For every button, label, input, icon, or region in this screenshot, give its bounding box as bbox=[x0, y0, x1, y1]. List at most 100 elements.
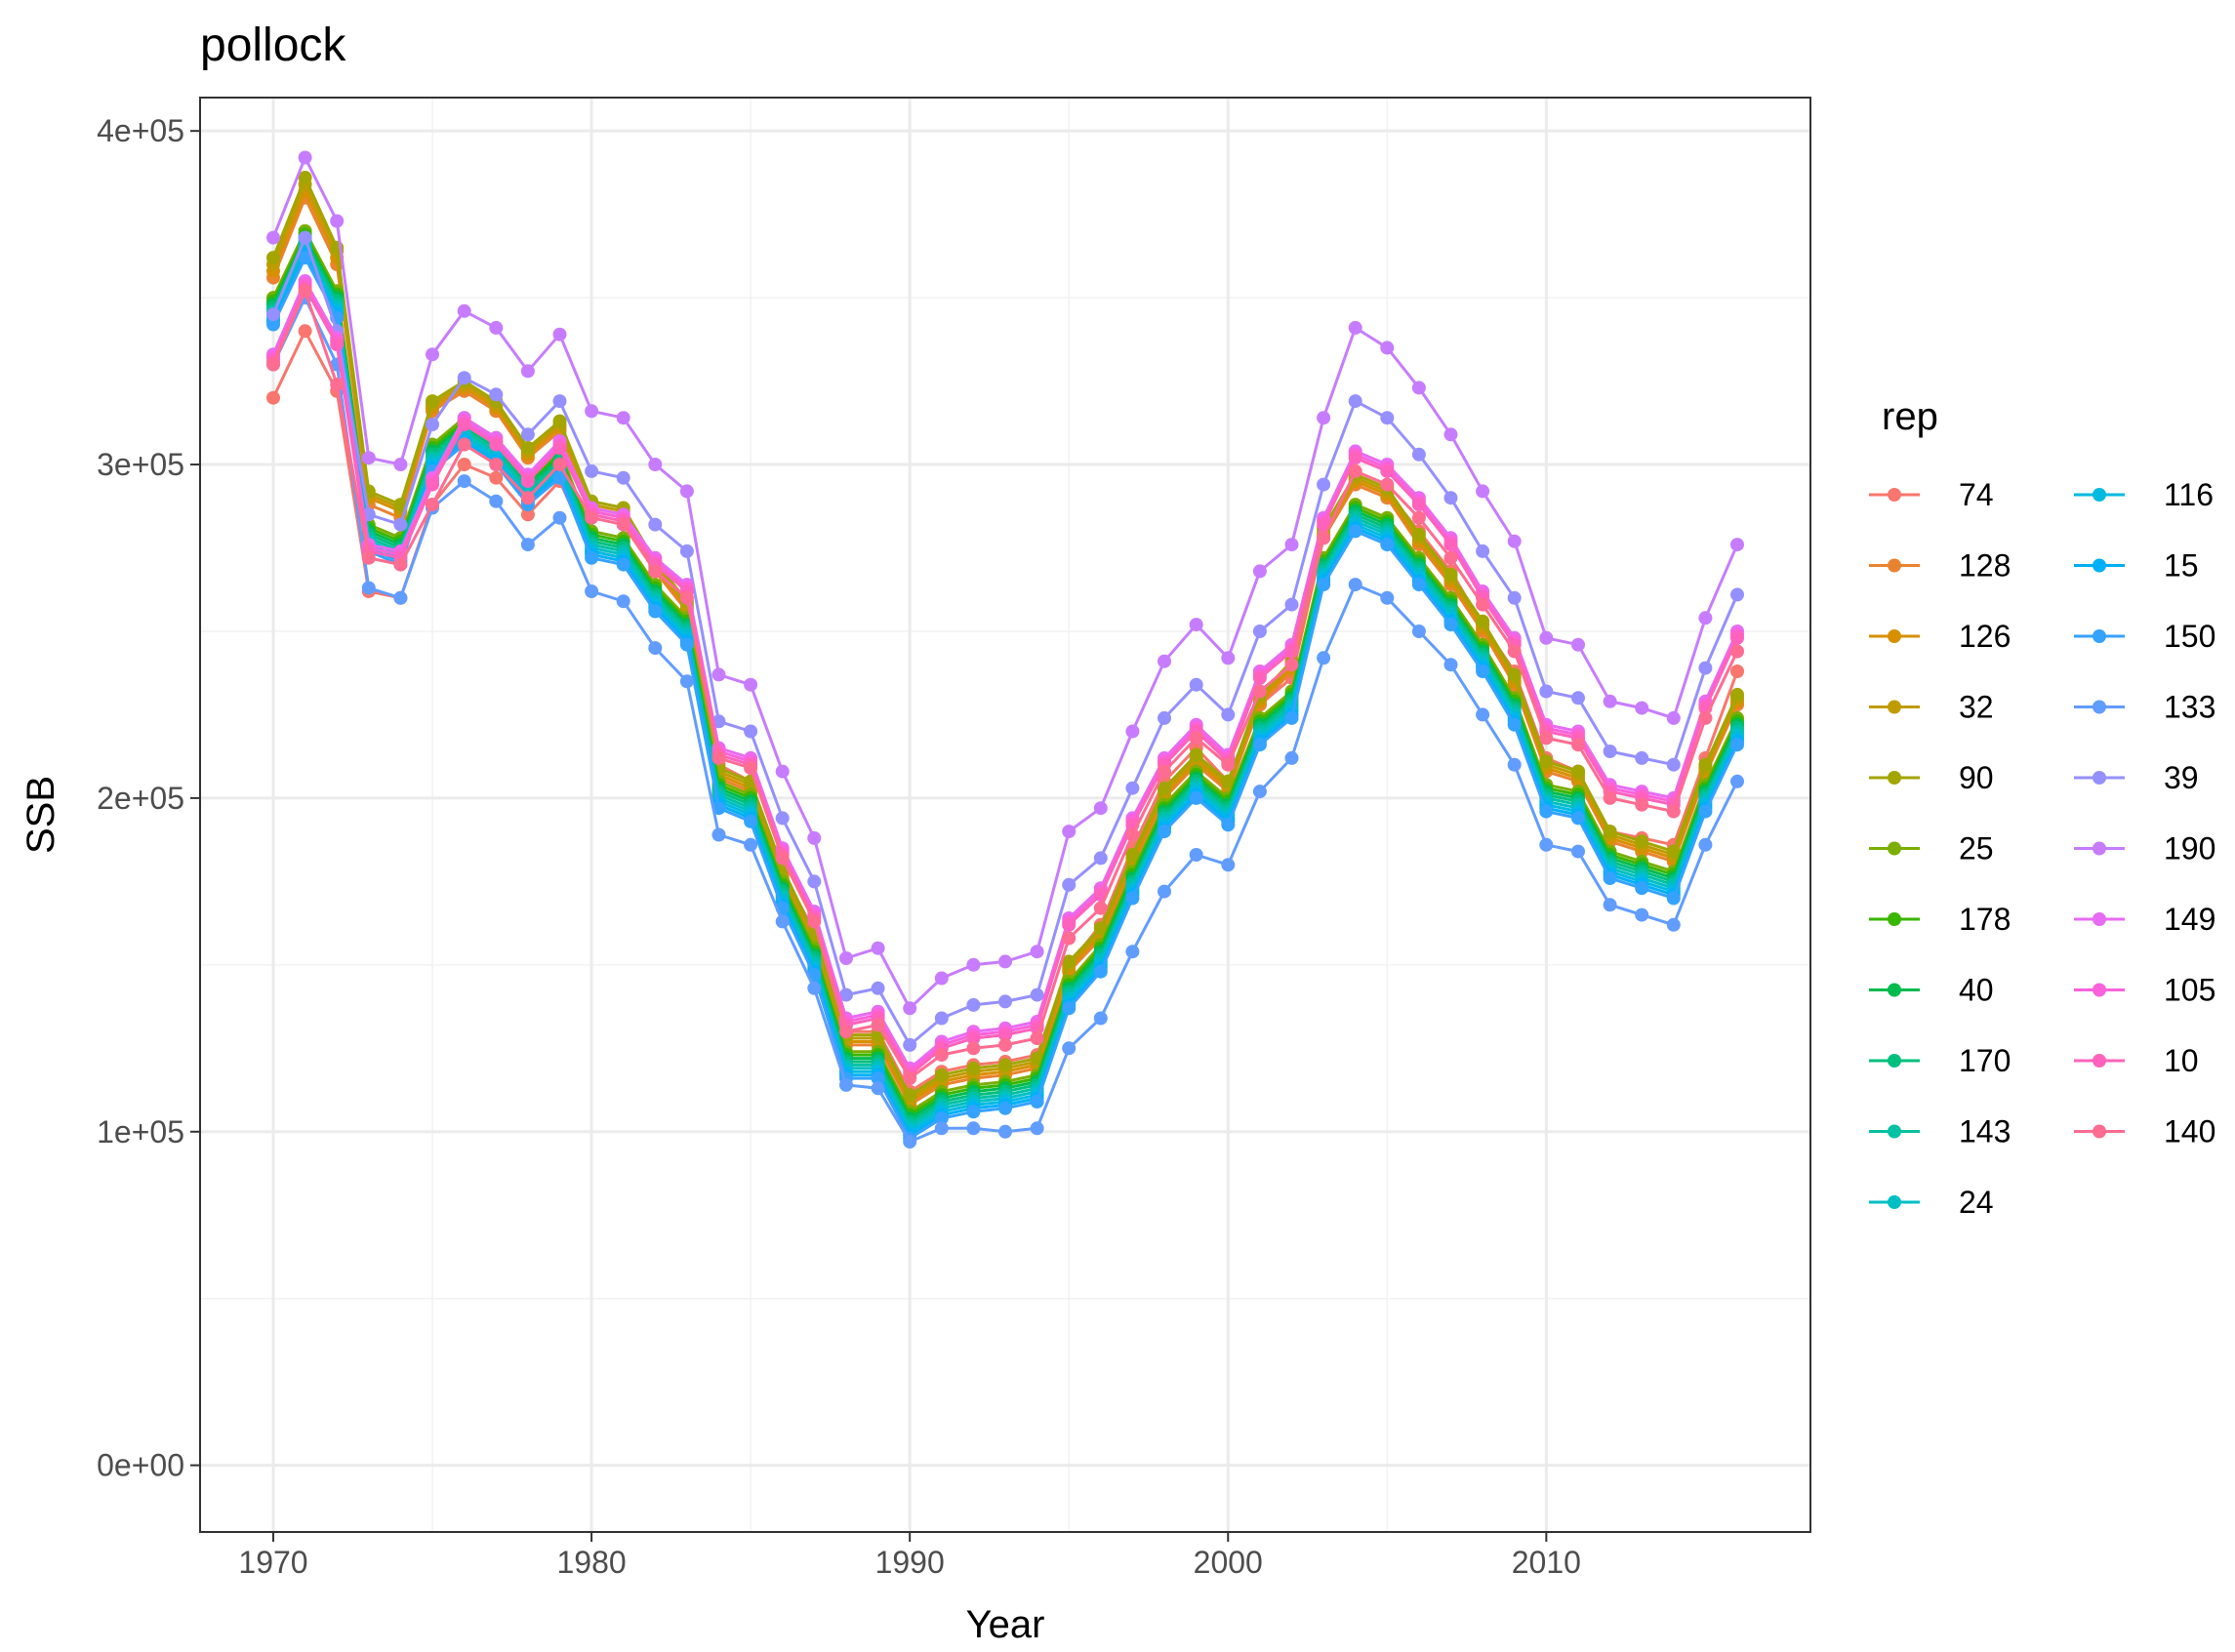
x-axis-title: Year bbox=[966, 1603, 1045, 1646]
data-point bbox=[1508, 718, 1522, 732]
data-point bbox=[299, 284, 312, 298]
data-point bbox=[266, 307, 280, 321]
legend-label: 39 bbox=[2164, 760, 2199, 795]
data-point bbox=[1349, 321, 1362, 335]
data-point bbox=[1730, 538, 1744, 551]
data-point bbox=[1444, 427, 1458, 441]
data-point bbox=[1221, 651, 1235, 665]
data-point bbox=[1539, 631, 1553, 645]
data-point bbox=[553, 394, 567, 408]
data-point bbox=[966, 998, 980, 1012]
data-point bbox=[1349, 394, 1362, 408]
data-point bbox=[1571, 738, 1585, 751]
data-point bbox=[776, 914, 790, 928]
data-point bbox=[362, 451, 376, 464]
data-point bbox=[1730, 665, 1744, 678]
data-point bbox=[1125, 782, 1139, 795]
legend-key-point bbox=[2093, 771, 2106, 785]
data-point bbox=[1094, 1012, 1108, 1026]
legend-label: 133 bbox=[2164, 690, 2215, 725]
data-point bbox=[617, 518, 630, 532]
data-point bbox=[1730, 631, 1744, 645]
data-point bbox=[553, 458, 567, 471]
data-point bbox=[1125, 892, 1139, 906]
data-point bbox=[489, 321, 503, 335]
data-point bbox=[521, 491, 535, 504]
data-point bbox=[1476, 484, 1489, 498]
data-point bbox=[1698, 838, 1712, 852]
data-point bbox=[617, 471, 630, 485]
data-point bbox=[426, 498, 439, 511]
data-point bbox=[744, 815, 757, 828]
legend-key-point bbox=[1888, 912, 1901, 926]
data-point bbox=[1476, 665, 1489, 678]
data-point bbox=[1285, 751, 1299, 765]
data-point bbox=[1380, 464, 1394, 478]
data-point bbox=[458, 418, 471, 431]
data-point bbox=[489, 471, 503, 485]
data-point bbox=[521, 441, 535, 455]
data-point bbox=[1125, 945, 1139, 958]
data-point bbox=[1317, 478, 1330, 492]
data-point bbox=[1253, 785, 1267, 798]
data-point bbox=[1635, 798, 1648, 812]
data-point bbox=[1062, 1001, 1076, 1015]
data-point bbox=[553, 441, 567, 455]
data-point bbox=[1571, 765, 1585, 779]
data-point bbox=[1317, 651, 1330, 665]
data-point bbox=[1190, 848, 1203, 862]
data-point bbox=[935, 1121, 949, 1135]
legend-key-point bbox=[2093, 701, 2106, 714]
data-point bbox=[1539, 838, 1553, 852]
data-point bbox=[998, 1058, 1012, 1071]
data-point bbox=[1062, 918, 1076, 932]
legend-label: 25 bbox=[1959, 831, 1994, 866]
data-point bbox=[1635, 834, 1648, 848]
data-point bbox=[1253, 671, 1267, 685]
data-point bbox=[1253, 625, 1267, 638]
legend-label: 140 bbox=[2164, 1114, 2215, 1149]
data-point bbox=[585, 464, 598, 478]
x-tick-label: 2000 bbox=[1194, 1545, 1263, 1580]
data-point bbox=[776, 851, 790, 865]
data-point bbox=[744, 761, 757, 775]
data-point bbox=[1730, 587, 1744, 601]
data-point bbox=[1604, 898, 1617, 911]
data-point bbox=[1412, 511, 1426, 525]
data-point bbox=[872, 1081, 885, 1095]
data-point bbox=[1667, 758, 1681, 772]
legend-key-point bbox=[2093, 912, 2106, 926]
data-point bbox=[1158, 711, 1171, 725]
data-point bbox=[776, 811, 790, 825]
legend-key-point bbox=[2093, 559, 2106, 573]
data-point bbox=[330, 338, 344, 351]
data-point bbox=[998, 1102, 1012, 1115]
legend-label: 15 bbox=[2164, 548, 2199, 584]
data-point bbox=[1571, 691, 1585, 705]
data-point bbox=[1190, 731, 1203, 745]
data-point bbox=[839, 1025, 853, 1038]
data-point bbox=[1667, 711, 1681, 725]
data-point bbox=[266, 251, 280, 264]
x-tick-label: 1980 bbox=[556, 1545, 626, 1580]
legend-label: 74 bbox=[1959, 477, 1994, 512]
data-point bbox=[1730, 738, 1744, 751]
legend-key-point bbox=[2093, 1125, 2106, 1139]
data-point bbox=[1539, 731, 1553, 745]
data-point bbox=[1412, 498, 1426, 511]
data-point bbox=[1253, 564, 1267, 578]
data-point bbox=[1221, 707, 1235, 721]
legend-key-point bbox=[1888, 771, 1901, 785]
legend-label: 126 bbox=[1959, 619, 2011, 654]
data-point bbox=[1190, 618, 1203, 631]
data-point bbox=[839, 951, 853, 965]
legend-label: 40 bbox=[1959, 973, 1994, 1008]
data-point bbox=[1476, 707, 1489, 721]
data-point bbox=[648, 518, 662, 532]
data-point bbox=[1380, 411, 1394, 424]
data-point bbox=[807, 982, 821, 995]
data-point bbox=[1412, 528, 1426, 542]
data-point bbox=[1508, 535, 1522, 548]
legend-title: rep bbox=[1882, 395, 1938, 438]
